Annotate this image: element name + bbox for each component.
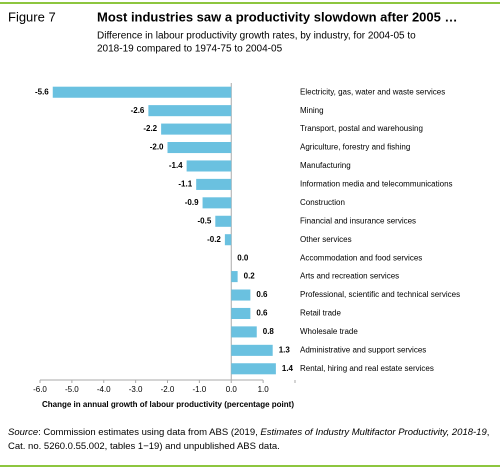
category-label: Retail trade [300, 309, 341, 318]
value-label: 0.0 [237, 253, 249, 262]
category-label: Other services [300, 235, 352, 244]
category-label: Construction [300, 198, 345, 207]
category-label: Professional, scientific and technical s… [300, 290, 460, 299]
category-label: Wholesale trade [300, 327, 358, 336]
value-label: -0.5 [198, 216, 212, 225]
source-title: Estimates of Industry Multifactor Produc… [260, 427, 487, 438]
bar [224, 234, 232, 246]
x-tick-label: -2.0 [161, 385, 175, 394]
value-label: 0.2 [244, 272, 256, 281]
x-tick-label: -1.0 [192, 385, 206, 394]
category-label: Rental, hiring and real estate services [300, 364, 434, 373]
value-label: -2.0 [150, 143, 164, 152]
category-label: Manufacturing [300, 161, 351, 170]
x-tick-label: -3.0 [129, 385, 143, 394]
x-tick-label: -6.0 [33, 385, 47, 394]
bar [231, 289, 251, 301]
x-axis-label: Change in annual growth of labour produc… [42, 400, 294, 409]
bar [215, 215, 232, 227]
value-label: 0.6 [256, 309, 268, 318]
x-tick-label: -5.0 [65, 385, 79, 394]
bar [52, 86, 232, 98]
x-tick-label: 0.0 [226, 385, 238, 394]
category-label: Accommodation and food services [300, 253, 422, 262]
value-label: 0.6 [256, 290, 268, 299]
bar [231, 271, 238, 283]
category-label: Mining [300, 106, 324, 115]
source-text: : Commission estimates using data from A… [38, 427, 261, 438]
value-label: -1.4 [169, 161, 183, 170]
value-label: -0.9 [185, 198, 199, 207]
bar [231, 326, 257, 338]
chart-title: Most industries saw a productivity slowd… [97, 9, 457, 24]
bar [196, 178, 232, 190]
source-text: , Cat. no. 5260.0.55.002, tables 1−19) a… [8, 427, 490, 452]
category-label: Agriculture, forestry and fishing [300, 143, 410, 152]
bar [186, 160, 232, 172]
subtitle: Difference in labour productivity growth… [97, 31, 416, 42]
category-label: Arts and recreation services [300, 272, 399, 281]
category-label: Financial and insurance services [300, 216, 416, 225]
value-label: -1.1 [178, 180, 192, 189]
bar [231, 344, 273, 356]
source-lead: Source [8, 427, 39, 438]
value-label: -5.6 [35, 87, 49, 96]
value-label: -2.6 [131, 106, 145, 115]
bar [202, 197, 232, 209]
bar [231, 307, 251, 319]
x-tick-label: 1.0 [258, 385, 270, 394]
category-label: Transport, postal and warehousing [300, 124, 423, 133]
value-label: 1.3 [279, 345, 291, 354]
value-label: -0.2 [207, 235, 221, 244]
category-label: Administrative and support services [300, 345, 426, 354]
value-label: -2.2 [143, 124, 157, 133]
bar [148, 105, 232, 117]
figure-label: Figure 7 [8, 9, 56, 24]
bar [231, 363, 276, 375]
subtitle: 2018-19 compared to 1974-75 to 2004-05 [97, 44, 283, 55]
value-label: 1.4 [282, 364, 294, 373]
source-note: Source: Commission estimates using data … [8, 426, 494, 454]
x-tick-label: -4.0 [97, 385, 111, 394]
category-label: Electricity, gas, water and waste servic… [300, 87, 445, 96]
bar [167, 142, 232, 154]
value-label: 0.8 [263, 327, 275, 336]
category-label: Information media and telecommunications [300, 180, 453, 189]
bar [161, 123, 232, 135]
